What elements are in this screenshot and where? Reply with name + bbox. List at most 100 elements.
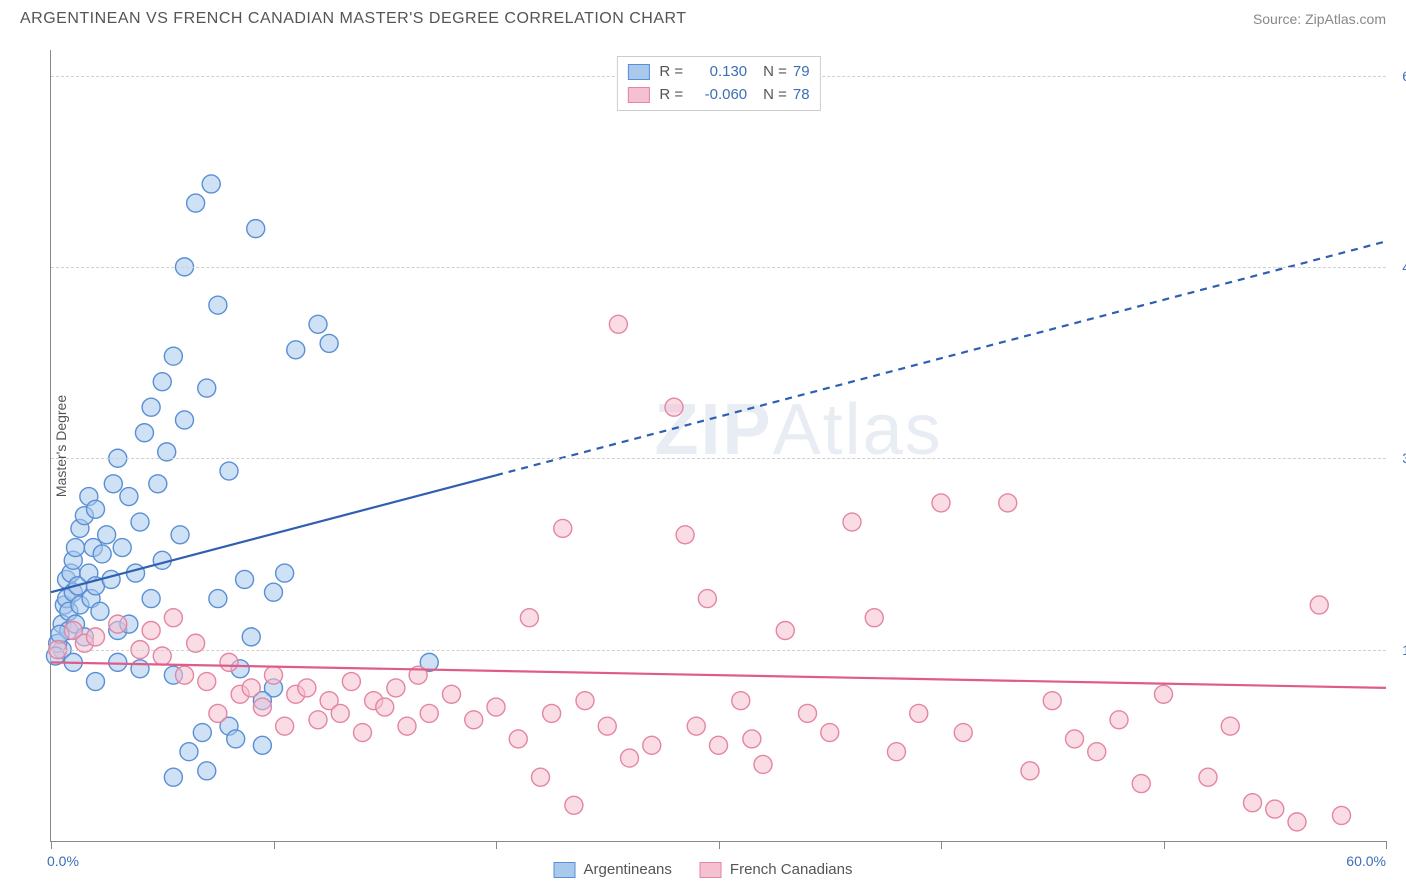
scatter-point xyxy=(342,673,360,691)
x-tick xyxy=(51,841,52,849)
scatter-point xyxy=(509,730,527,748)
source-attribution: Source: ZipAtlas.com xyxy=(1253,11,1386,27)
scatter-point xyxy=(171,526,189,544)
x-tick xyxy=(1386,841,1387,849)
scatter-point xyxy=(732,692,750,710)
scatter-point xyxy=(910,704,928,722)
scatter-point xyxy=(932,494,950,512)
scatter-point xyxy=(198,379,216,397)
scatter-point xyxy=(104,475,122,493)
r-value: -0.060 xyxy=(689,84,747,107)
x-axis-min-label: 0.0% xyxy=(47,853,79,869)
scatter-point xyxy=(320,334,338,352)
x-tick xyxy=(496,841,497,849)
scatter-point xyxy=(1333,806,1351,824)
scatter-point xyxy=(999,494,1017,512)
scatter-point xyxy=(209,296,227,314)
scatter-point xyxy=(87,500,105,518)
scatter-point xyxy=(799,704,817,722)
scatter-point xyxy=(487,698,505,716)
scatter-point xyxy=(298,679,316,697)
scatter-point xyxy=(954,724,972,742)
scatter-point xyxy=(227,730,245,748)
y-tick-label: 60.0% xyxy=(1402,68,1406,84)
scatter-point xyxy=(109,615,127,633)
scatter-point xyxy=(1221,717,1239,735)
stats-legend-row-1: R = 0.130 N = 79 xyxy=(627,61,809,84)
scatter-point xyxy=(1066,730,1084,748)
y-tick-label: 15.0% xyxy=(1402,642,1406,658)
n-label: N = xyxy=(763,84,787,107)
scatter-point xyxy=(743,730,761,748)
scatter-point xyxy=(98,526,116,544)
scatter-point xyxy=(66,539,84,557)
scatter-point xyxy=(309,315,327,333)
scatter-point xyxy=(209,704,227,722)
scatter-point xyxy=(532,768,550,786)
scatter-point xyxy=(198,673,216,691)
scatter-svg xyxy=(51,50,1386,841)
trend-line-solid xyxy=(51,475,496,592)
scatter-point xyxy=(180,743,198,761)
scatter-point xyxy=(1088,743,1106,761)
scatter-point xyxy=(331,704,349,722)
scatter-point xyxy=(247,220,265,238)
scatter-point xyxy=(609,315,627,333)
scatter-point xyxy=(665,398,683,416)
scatter-point xyxy=(1266,800,1284,818)
gridline xyxy=(51,650,1386,651)
scatter-point xyxy=(253,736,271,754)
scatter-point xyxy=(127,564,145,582)
scatter-point xyxy=(120,488,138,506)
scatter-point xyxy=(420,704,438,722)
scatter-point xyxy=(236,570,254,588)
legend-item-2: French Canadians xyxy=(700,861,853,878)
scatter-point xyxy=(698,590,716,608)
x-tick xyxy=(941,841,942,849)
scatter-point xyxy=(276,717,294,735)
x-axis-max-label: 60.0% xyxy=(1346,853,1386,869)
scatter-point xyxy=(821,724,839,742)
scatter-point xyxy=(309,711,327,729)
scatter-point xyxy=(1021,762,1039,780)
scatter-point xyxy=(164,609,182,627)
r-value: 0.130 xyxy=(689,61,747,84)
scatter-point xyxy=(1110,711,1128,729)
y-tick-label: 45.0% xyxy=(1402,259,1406,275)
scatter-point xyxy=(153,373,171,391)
scatter-point xyxy=(198,762,216,780)
scatter-point xyxy=(276,564,294,582)
scatter-point xyxy=(554,519,572,537)
scatter-point xyxy=(142,398,160,416)
scatter-point xyxy=(242,679,260,697)
r-label: R = xyxy=(659,61,683,84)
scatter-point xyxy=(164,768,182,786)
scatter-point xyxy=(1043,692,1061,710)
scatter-point xyxy=(1132,775,1150,793)
scatter-point xyxy=(598,717,616,735)
scatter-point xyxy=(1288,813,1306,831)
scatter-point xyxy=(621,749,639,767)
scatter-point xyxy=(87,628,105,646)
scatter-point xyxy=(865,609,883,627)
scatter-point xyxy=(91,602,109,620)
chart-title: ARGENTINEAN VS FRENCH CANADIAN MASTER'S … xyxy=(20,10,687,28)
stats-legend: R = 0.130 N = 79 R = -0.060 N = 78 xyxy=(616,56,820,111)
r-label: R = xyxy=(659,84,683,107)
swatch-series-2 xyxy=(627,87,649,103)
scatter-point xyxy=(710,736,728,754)
chart-plot-area: R = 0.130 N = 79 R = -0.060 N = 78 ZIPAt… xyxy=(50,50,1386,842)
scatter-point xyxy=(354,724,372,742)
scatter-point xyxy=(643,736,661,754)
header: ARGENTINEAN VS FRENCH CANADIAN MASTER'S … xyxy=(0,0,1406,36)
scatter-point xyxy=(398,717,416,735)
scatter-point xyxy=(131,660,149,678)
scatter-point xyxy=(149,475,167,493)
scatter-point xyxy=(193,724,211,742)
gridline xyxy=(51,458,1386,459)
trend-line-dashed xyxy=(496,241,1386,475)
scatter-point xyxy=(776,621,794,639)
swatch-series-1 xyxy=(554,862,576,878)
legend-label: French Canadians xyxy=(730,861,853,878)
scatter-point xyxy=(220,653,238,671)
